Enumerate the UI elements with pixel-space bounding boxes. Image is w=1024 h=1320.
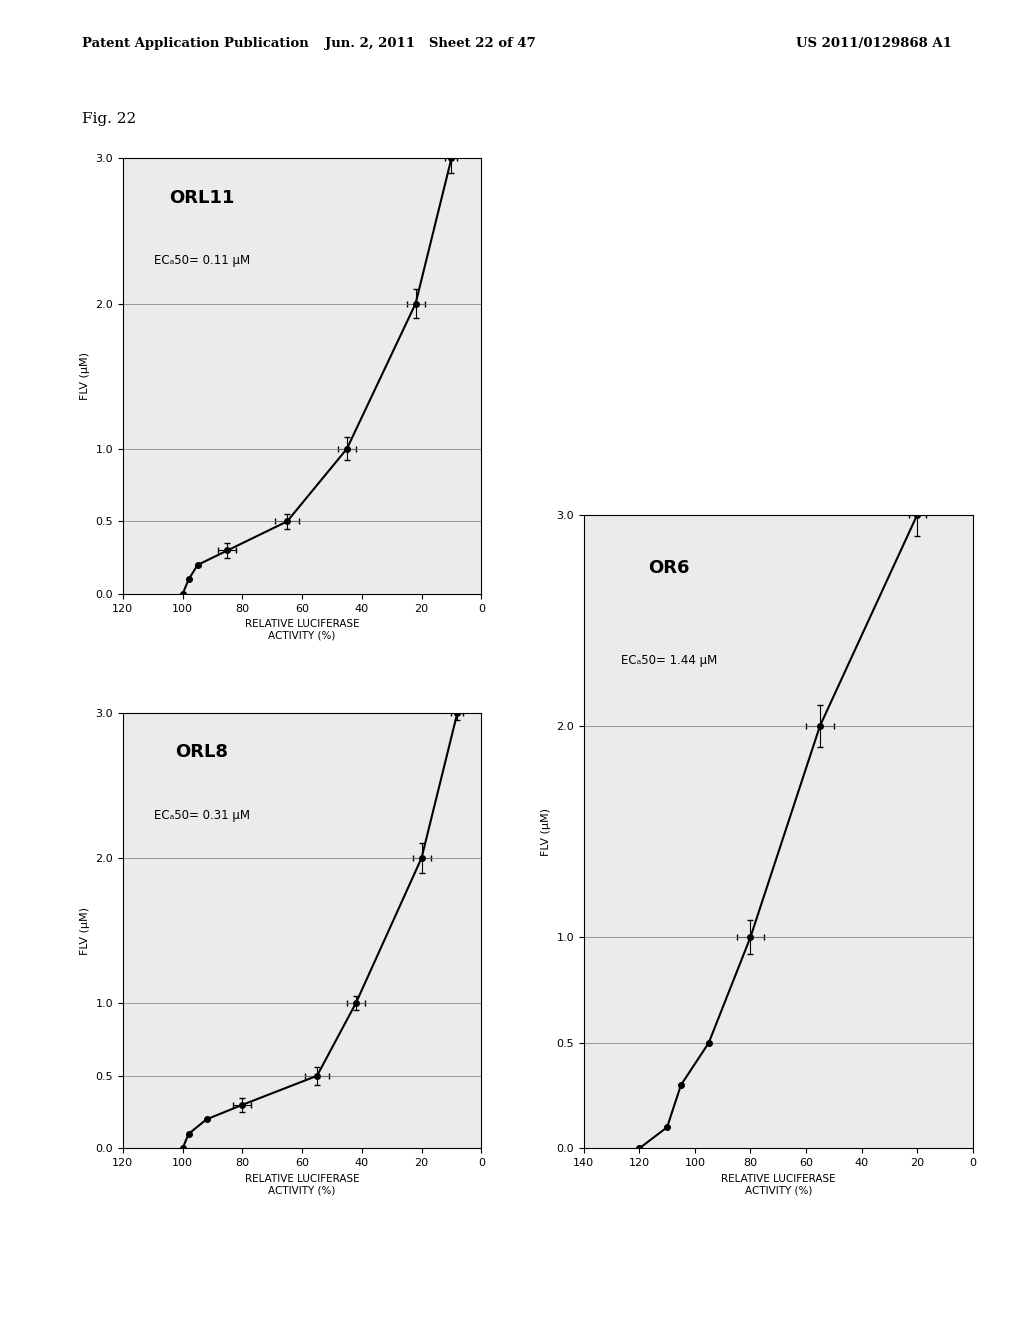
Text: US 2011/0129868 A1: US 2011/0129868 A1 — [797, 37, 952, 50]
Text: ECₐ50= 0.31 μM: ECₐ50= 0.31 μM — [154, 809, 250, 821]
Text: ORL11: ORL11 — [169, 189, 234, 207]
Y-axis label: FLV (μM): FLV (μM) — [80, 907, 90, 954]
X-axis label: RELATIVE LUCIFERASE
ACTIVITY (%): RELATIVE LUCIFERASE ACTIVITY (%) — [721, 1173, 836, 1196]
Text: Fig. 22: Fig. 22 — [82, 112, 136, 127]
X-axis label: RELATIVE LUCIFERASE
ACTIVITY (%): RELATIVE LUCIFERASE ACTIVITY (%) — [245, 1173, 359, 1196]
Text: ECₐ50= 1.44 μM: ECₐ50= 1.44 μM — [622, 655, 718, 667]
X-axis label: RELATIVE LUCIFERASE
ACTIVITY (%): RELATIVE LUCIFERASE ACTIVITY (%) — [245, 619, 359, 642]
Y-axis label: FLV (μM): FLV (μM) — [80, 352, 90, 400]
Text: OR6: OR6 — [648, 560, 690, 577]
Text: ECₐ50= 0.11 μM: ECₐ50= 0.11 μM — [154, 255, 250, 267]
Text: ORL8: ORL8 — [175, 743, 228, 762]
Text: Jun. 2, 2011   Sheet 22 of 47: Jun. 2, 2011 Sheet 22 of 47 — [325, 37, 536, 50]
Y-axis label: FLV (μM): FLV (μM) — [541, 808, 551, 855]
Text: Patent Application Publication: Patent Application Publication — [82, 37, 308, 50]
